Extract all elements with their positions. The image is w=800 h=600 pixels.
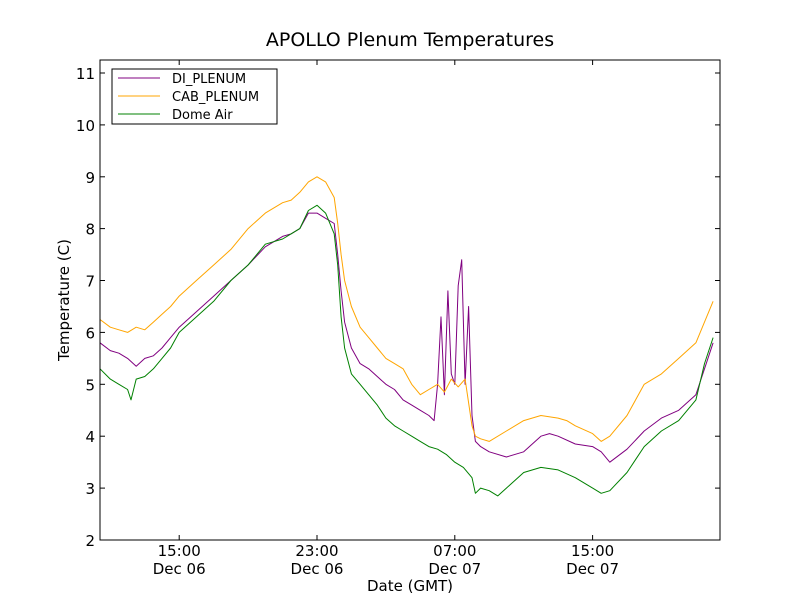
- x-tick-time-label: 15:00: [571, 542, 614, 560]
- series-di-plenum-line: [99, 212, 714, 463]
- y-tick-label: 6: [85, 324, 95, 342]
- legend-label: Dome Air: [172, 108, 233, 123]
- legend: DI_PLENUM CAB_PLENUM Dome Air: [111, 68, 278, 125]
- x-axis-label: Date (GMT): [367, 577, 453, 595]
- x-tick-time-label: 15:00: [158, 542, 201, 560]
- x-tick-time-label: 07:00: [433, 542, 476, 560]
- y-tick-label: 10: [76, 117, 95, 135]
- plot-frame: [99, 59, 721, 541]
- y-axis-label: Temperature (C): [55, 239, 73, 362]
- series-dome-air-line: [99, 204, 714, 497]
- x-tick-date-label: Dec 07: [428, 560, 481, 578]
- y-tick-label: 7: [85, 273, 95, 291]
- y-axis: 2 3 4 5 6 7 8 9 10 11: [76, 65, 720, 550]
- chart-title: APOLLO Plenum Temperatures: [266, 29, 554, 51]
- y-tick-label: 9: [85, 169, 95, 187]
- x-tick-date-label: Dec 06: [291, 560, 344, 578]
- legend-label: DI_PLENUM: [172, 72, 246, 87]
- x-tick-date-label: Dec 07: [566, 560, 619, 578]
- series-cab-plenum-line: [99, 176, 714, 442]
- y-tick-label: 2: [85, 532, 95, 550]
- y-tick-label: 4: [85, 428, 95, 446]
- series-layer: [99, 176, 714, 497]
- x-tick-time-label: 23:00: [295, 542, 338, 560]
- y-tick-label: 3: [85, 480, 95, 498]
- x-tick-date-label: Dec 06: [153, 560, 206, 578]
- y-tick-label: 5: [85, 376, 95, 394]
- y-tick-label: 11: [76, 65, 95, 83]
- plot-area: [100, 60, 720, 540]
- legend-label: CAB_PLENUM: [172, 90, 259, 105]
- y-tick-label: 8: [85, 221, 95, 239]
